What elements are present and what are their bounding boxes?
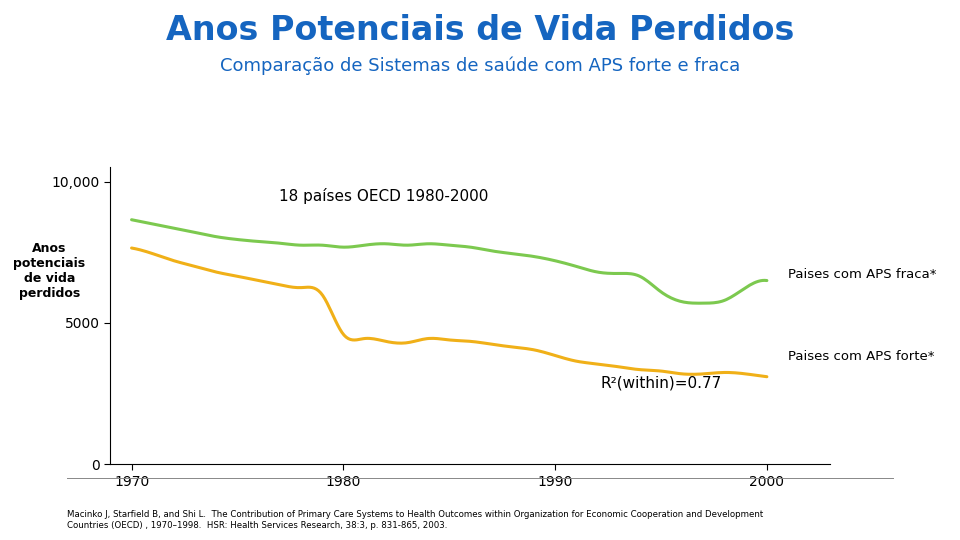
- Text: Comparação de Sistemas de saúde com APS forte e fraca: Comparação de Sistemas de saúde com APS …: [220, 57, 740, 75]
- Text: R²(within)=0.77: R²(within)=0.77: [600, 375, 721, 390]
- Text: Anos Potenciais de Vida Perdidos: Anos Potenciais de Vida Perdidos: [166, 14, 794, 46]
- Text: Paises com APS fraca*: Paises com APS fraca*: [788, 268, 937, 281]
- Text: Macinko J, Starfield B, and Shi L.  The Contribution of Primary Care Systems to : Macinko J, Starfield B, and Shi L. The C…: [67, 510, 763, 530]
- Text: 18 países OECD 1980-2000: 18 países OECD 1980-2000: [279, 188, 489, 204]
- Text: Paises com APS forte*: Paises com APS forte*: [788, 350, 934, 363]
- Text: Anos
potenciais
de vida
perdidos: Anos potenciais de vida perdidos: [13, 242, 85, 300]
